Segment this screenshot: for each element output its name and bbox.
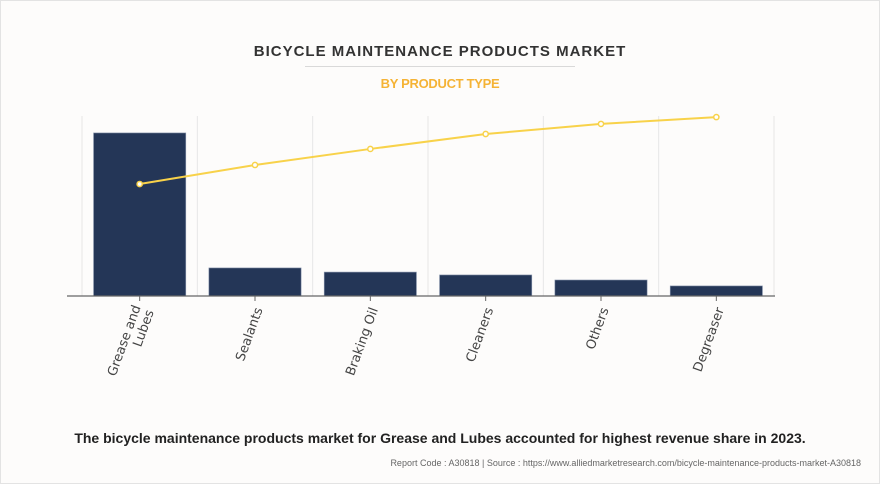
x-tick-label: Cleaners (464, 305, 498, 364)
bars (93, 132, 763, 297)
x-tick-label: Sealants (233, 305, 266, 363)
line-point (136, 180, 144, 188)
title-divider (305, 66, 575, 67)
bar-line-chart: Grease andLubes Sealants Braking Oil Cleane… (67, 113, 775, 383)
chart-caption: The bicycle maintenance products market … (74, 430, 806, 446)
bar (669, 285, 763, 297)
x-tick-labels: Grease andLubes Sealants Braking Oil Cleane… (105, 303, 728, 383)
line-point (597, 120, 605, 128)
bar (554, 279, 648, 297)
line-point (712, 113, 720, 121)
chart-title: BICYCLE MAINTENANCE PRODUCTS MARKET (253, 43, 627, 60)
x-tick-label: Others (583, 305, 612, 351)
line-series (136, 113, 720, 188)
line-point (251, 161, 259, 169)
x-ticks (139, 296, 717, 301)
source-note: Report Code : A30818 | Source : https://… (390, 458, 861, 468)
x-tick-label: Degreaser (691, 305, 728, 374)
bar (93, 132, 187, 297)
gridlines (81, 116, 775, 296)
bar (323, 271, 417, 297)
x-tick-label-line: Sealants (233, 305, 266, 363)
x-tick-label-line: Braking Oil (343, 306, 382, 378)
x-tick-label: Grease andLubes (105, 303, 158, 383)
bar (208, 267, 302, 297)
line-point (366, 145, 374, 153)
chart-subtitle: BY PRODUCT TYPE (380, 76, 500, 91)
x-tick-label: Braking Oil (343, 306, 382, 378)
series-line (139, 116, 717, 186)
x-tick-label-line: Degreaser (691, 305, 728, 374)
line-point (482, 130, 490, 138)
x-tick-label-line: Others (583, 305, 612, 351)
bar (439, 274, 533, 297)
x-tick-label-line: Cleaners (464, 305, 498, 364)
